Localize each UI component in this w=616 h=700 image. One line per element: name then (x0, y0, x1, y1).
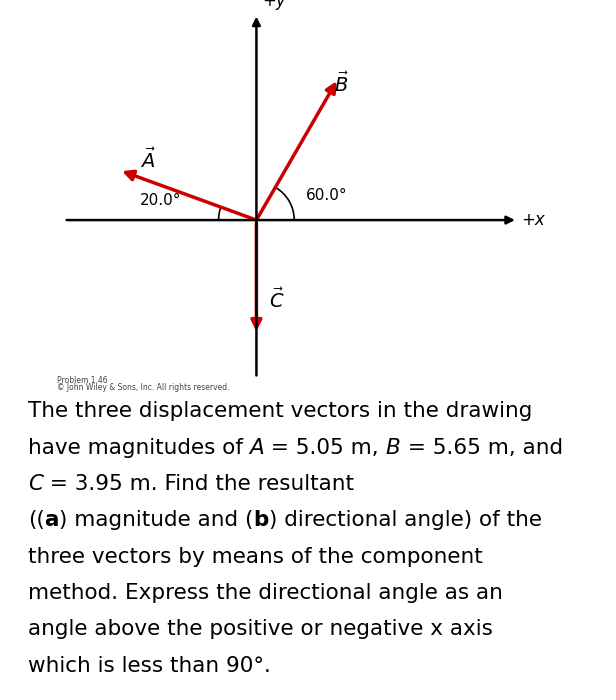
Text: ) magnitude and (: ) magnitude and ( (59, 510, 253, 531)
Text: The three displacement vectors in the drawing: The three displacement vectors in the dr… (28, 401, 532, 421)
Text: three vectors by means of the component: three vectors by means of the component (28, 547, 482, 566)
Text: which is less than 90°.: which is less than 90°. (28, 656, 270, 676)
Text: $\vec{A}$: $\vec{A}$ (140, 148, 156, 172)
Text: = 3.95 m. Find the resultant: = 3.95 m. Find the resultant (43, 474, 354, 494)
Text: $\vec{C}$: $\vec{C}$ (269, 288, 285, 312)
Text: © John Wiley & Sons, Inc. All rights reserved.: © John Wiley & Sons, Inc. All rights res… (57, 383, 230, 392)
Text: Problem 1.46: Problem 1.46 (57, 376, 108, 385)
Text: have magnitudes of: have magnitudes of (28, 438, 249, 458)
Text: a: a (44, 510, 59, 531)
Text: angle above the positive or negative x axis: angle above the positive or negative x a… (28, 620, 493, 639)
Text: = 5.05 m,: = 5.05 m, (264, 438, 386, 458)
Text: C: C (28, 474, 43, 494)
Text: 60.0°: 60.0° (306, 188, 347, 203)
Text: +y: +y (262, 0, 286, 10)
Text: = 5.65 m, and: = 5.65 m, and (400, 438, 563, 458)
Text: method. Express the directional angle as an: method. Express the directional angle as… (28, 583, 503, 603)
Text: ((: (( (28, 510, 44, 531)
Text: B: B (386, 438, 400, 458)
Text: +x: +x (521, 211, 545, 229)
Text: $\vec{B}$: $\vec{B}$ (334, 72, 349, 97)
Text: b: b (253, 510, 269, 531)
Text: ) directional angle) of the: ) directional angle) of the (269, 510, 541, 531)
Text: 20.0°: 20.0° (139, 193, 181, 208)
Text: A: A (249, 438, 264, 458)
